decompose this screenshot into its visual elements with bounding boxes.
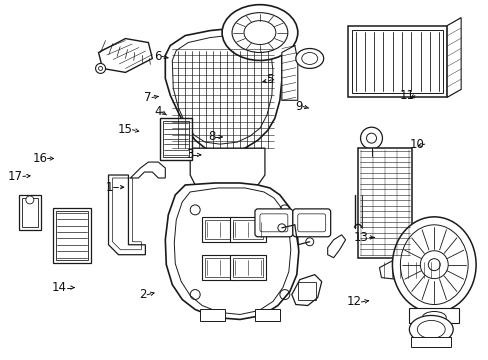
Ellipse shape bbox=[392, 217, 475, 312]
Text: 2: 2 bbox=[139, 288, 147, 301]
Ellipse shape bbox=[222, 5, 297, 60]
Bar bbox=[202, 217, 238, 242]
Bar bbox=[410, 337, 450, 347]
Polygon shape bbox=[165, 183, 298, 319]
Bar bbox=[254, 310, 279, 321]
Bar bbox=[200, 310, 224, 321]
Polygon shape bbox=[165, 28, 281, 152]
Bar bbox=[56, 211, 87, 260]
Text: 6: 6 bbox=[154, 50, 162, 63]
Text: 1: 1 bbox=[105, 181, 113, 194]
Text: 9: 9 bbox=[295, 100, 303, 113]
Polygon shape bbox=[327, 235, 345, 258]
Text: 11: 11 bbox=[399, 89, 414, 102]
Bar bbox=[202, 255, 238, 280]
Text: 10: 10 bbox=[409, 138, 424, 150]
Bar bbox=[229, 217, 265, 242]
Bar bbox=[53, 208, 90, 263]
Polygon shape bbox=[281, 45, 297, 100]
Text: 13: 13 bbox=[353, 231, 368, 244]
Bar bbox=[160, 118, 192, 160]
Polygon shape bbox=[130, 162, 165, 178]
Polygon shape bbox=[447, 18, 460, 97]
Text: 12: 12 bbox=[346, 296, 361, 309]
Bar bbox=[347, 26, 447, 97]
Text: 15: 15 bbox=[117, 123, 132, 136]
Polygon shape bbox=[108, 175, 145, 255]
Bar bbox=[233, 258, 263, 277]
Bar bbox=[363, 148, 379, 156]
Ellipse shape bbox=[408, 315, 452, 343]
Bar bbox=[351, 30, 442, 93]
Polygon shape bbox=[379, 260, 443, 280]
Text: 5: 5 bbox=[266, 73, 273, 86]
Polygon shape bbox=[99, 39, 152, 72]
Circle shape bbox=[277, 224, 285, 232]
Circle shape bbox=[420, 251, 447, 279]
Text: 8: 8 bbox=[207, 130, 215, 144]
Text: 17: 17 bbox=[8, 170, 23, 183]
Text: 16: 16 bbox=[32, 152, 47, 165]
Bar bbox=[297, 282, 315, 300]
Circle shape bbox=[360, 127, 382, 149]
Ellipse shape bbox=[295, 49, 323, 68]
Circle shape bbox=[95, 63, 105, 73]
Text: 3: 3 bbox=[185, 148, 193, 161]
Ellipse shape bbox=[422, 311, 446, 323]
Polygon shape bbox=[291, 275, 321, 306]
Bar bbox=[408, 307, 458, 323]
Bar bbox=[163, 121, 189, 157]
Bar bbox=[357, 148, 411, 258]
Bar bbox=[22, 198, 38, 227]
Bar bbox=[205, 258, 235, 277]
FancyBboxPatch shape bbox=[254, 209, 292, 237]
Text: 7: 7 bbox=[144, 91, 152, 104]
Circle shape bbox=[305, 238, 313, 246]
Text: 14: 14 bbox=[52, 281, 66, 294]
Bar bbox=[233, 220, 263, 239]
Polygon shape bbox=[190, 148, 264, 190]
Bar bbox=[205, 220, 235, 239]
FancyBboxPatch shape bbox=[292, 209, 330, 237]
Text: 4: 4 bbox=[154, 105, 162, 118]
Circle shape bbox=[26, 196, 34, 204]
Bar bbox=[19, 195, 41, 230]
Bar bbox=[229, 255, 265, 280]
